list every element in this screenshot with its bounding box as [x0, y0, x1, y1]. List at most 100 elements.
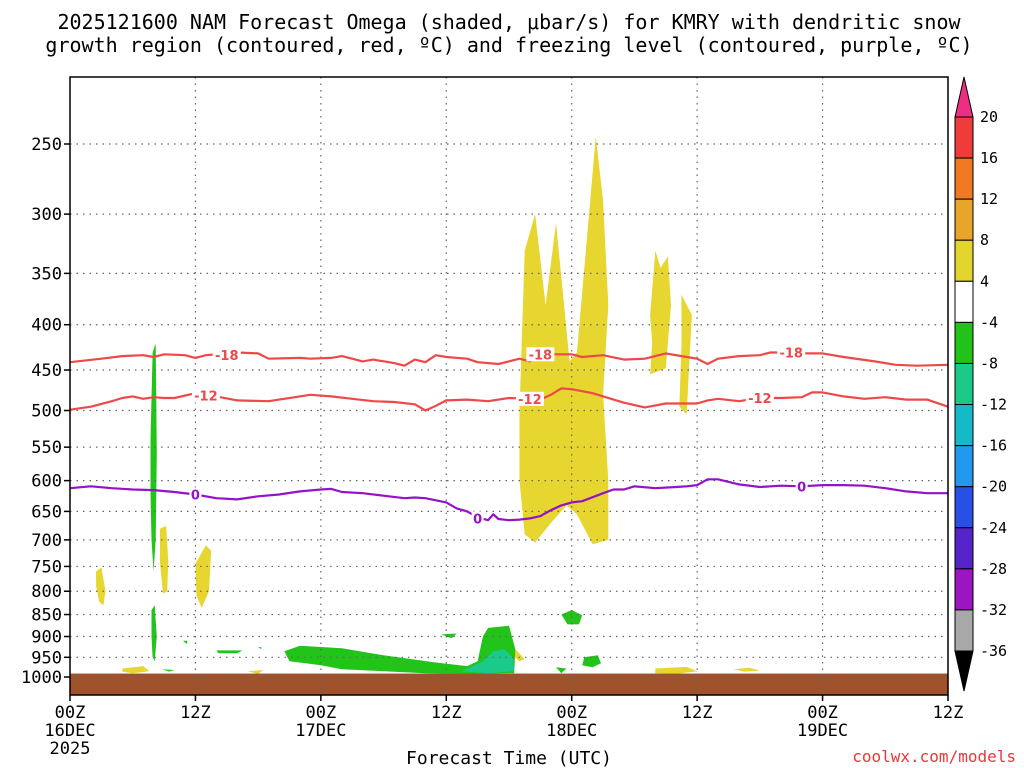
contour-label--12-1: -12 [518, 393, 542, 408]
contour-label-bg--18-2 [777, 345, 806, 360]
colorbar-label-13: -36 [980, 642, 1007, 660]
y-tick-label-550: 550 [31, 438, 62, 458]
contour-label-bg--12-0 [191, 388, 220, 403]
colorbar-box-10 [954, 527, 974, 570]
contour-layer: -18 -18 -18 -12 -12 -12 0 0 0 [70, 345, 948, 527]
chart-title-line-1: 2025121600 NAM Forecast Omega (shaded, μ… [57, 10, 961, 34]
x-tick-label-72: 00Z [807, 703, 838, 723]
omega-shading-layer [96, 136, 760, 674]
colorbar-label-9: -20 [980, 478, 1007, 496]
omega-region-0-blob-1 [650, 250, 671, 375]
contour-label--18-2: -18 [779, 347, 803, 362]
omega-region-1-blob-8 [258, 647, 262, 650]
contour-label-bg--18-0 [212, 348, 241, 363]
contour-label-bg-0-1 [471, 511, 484, 526]
omega-region-1-blob-6 [441, 633, 457, 639]
contour-label-bg-0-0 [189, 487, 202, 502]
grid-lines [70, 77, 948, 695]
colorbar-label-0: 20 [980, 108, 998, 126]
x-tick-date-24: 17DEC [295, 721, 346, 741]
contour-label--18-0: -18 [215, 349, 239, 364]
y-tick-label-750: 750 [31, 557, 62, 577]
contour-label-0-0: 0 [191, 488, 200, 503]
colorbar-label-5: -4 [980, 313, 998, 331]
contour-label-bg-0-2 [795, 479, 808, 494]
contour-label--12-0: -12 [194, 390, 218, 405]
omega-region-1-blob-7 [216, 650, 243, 654]
x-tick-year-0: 2025 [50, 739, 91, 759]
contour-label-0-2: 0 [797, 480, 806, 495]
colorbar-top-triangle [954, 76, 974, 118]
contour-label-bg--18-1 [526, 347, 555, 362]
colorbar-box-1 [954, 157, 974, 200]
omega-region-1-blob-9 [182, 640, 188, 645]
colorbar-label-3: 8 [980, 231, 989, 249]
y-tick-label-800: 800 [31, 582, 62, 602]
credit-link[interactable]: coolwx.com/models [852, 747, 1016, 766]
y-tick-label-500: 500 [31, 402, 62, 422]
y-tick-label-250: 250 [31, 135, 62, 155]
colorbar-label-6: -8 [980, 354, 998, 372]
colorbar-label-8: -16 [980, 437, 1007, 455]
plot-frame [69, 76, 949, 696]
contour-label-bg--12-2 [745, 391, 774, 406]
contour-label-0-1: 0 [473, 512, 482, 527]
omega-region-0-blob-4 [159, 525, 169, 594]
colorbar-box-3 [954, 239, 974, 282]
axes-layer: 2503003504004505005506006507007508008509… [21, 76, 964, 759]
x-tick-label-36: 12Z [431, 703, 462, 723]
contour-line-0 [70, 478, 948, 522]
colorbar-label-7: -12 [980, 396, 1007, 414]
omega-region-0-blob-2 [679, 294, 692, 415]
omega-region-2-blob-0 [462, 649, 515, 674]
colorbar-label-11: -28 [980, 560, 1007, 578]
colorbar-box-11 [954, 568, 974, 611]
x-tick-date-72: 19DEC [797, 721, 848, 741]
colorbar-label-2: 12 [980, 190, 998, 208]
x-tick-label-12: 12Z [180, 703, 211, 723]
omega-region-0-blob-10 [733, 667, 760, 672]
y-tick-label-400: 400 [31, 316, 62, 336]
colorbar-label-10: -24 [980, 519, 1007, 537]
colorbar-box-6 [954, 362, 974, 406]
contour-label--18-1: -18 [529, 348, 553, 363]
y-tick-label-650: 650 [31, 502, 62, 522]
colorbar-box-0 [954, 116, 974, 159]
contour-label--12-2: -12 [748, 392, 772, 407]
x-tick-label-24: 00Z [305, 703, 336, 723]
colorbar-label-1: 16 [980, 149, 998, 167]
y-tick-label-1000: 1000 [21, 668, 62, 688]
y-tick-label-600: 600 [31, 472, 62, 492]
omega-region-1-blob-10 [162, 669, 175, 672]
y-tick-label-700: 700 [31, 531, 62, 551]
contour-line--18 [70, 351, 948, 367]
omega-region-0-blob-3 [96, 567, 106, 606]
ground-fill [70, 673, 948, 695]
omega-region-0-blob-9 [655, 666, 698, 674]
colorbar-box-9 [954, 486, 974, 529]
y-tick-label-350: 350 [31, 264, 62, 284]
y-tick-label-900: 900 [31, 628, 62, 648]
omega-region-1-blob-4 [582, 655, 601, 668]
contour-label-bg--12-1 [515, 391, 544, 406]
colorbar-box-12 [954, 609, 974, 652]
y-tick-label-300: 300 [31, 205, 62, 225]
omega-region-0-blob-7 [122, 666, 150, 674]
omega-region-0-blob-0 [519, 136, 609, 545]
y-tick-label-450: 450 [31, 361, 62, 381]
colorbar: 20 16 12 8 4 -4 -8 -12 -16 -20 -24 -28 -32 -36 [954, 76, 1007, 692]
omega-region-1-blob-1 [151, 605, 157, 662]
omega-region-0-blob-8 [247, 670, 264, 674]
omega-region-0-blob-5 [195, 545, 212, 608]
colorbar-bottom-triangle [954, 650, 974, 692]
omega-region-1-blob-0 [150, 343, 157, 572]
ground-layer [70, 673, 948, 695]
colorbar-box-8 [954, 445, 974, 488]
x-tick-label-0: 00Z [55, 703, 86, 723]
x-tick-label-48: 00Z [556, 703, 587, 723]
x-tick-date-0: 16DEC [44, 721, 95, 741]
y-tick-label-950: 950 [31, 648, 62, 668]
colorbar-box-7 [954, 404, 974, 447]
x-tick-label-84: 12Z [933, 703, 964, 723]
